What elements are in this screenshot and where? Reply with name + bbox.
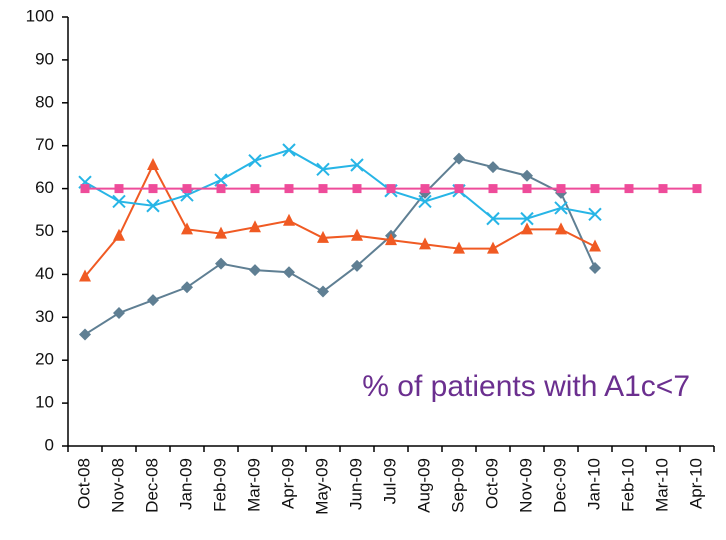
x-tick-label: Apr-09 — [278, 458, 297, 509]
marker — [250, 184, 260, 194]
x-tick-label: Nov-08 — [108, 458, 127, 513]
marker — [554, 201, 568, 215]
marker — [282, 143, 296, 157]
x-tick-label: Jan-09 — [176, 458, 195, 510]
marker — [386, 184, 396, 194]
marker — [487, 161, 499, 174]
marker — [453, 241, 465, 254]
marker — [419, 237, 431, 250]
x-tick-label: Jan-10 — [584, 458, 603, 510]
marker — [454, 184, 464, 194]
marker — [181, 222, 193, 235]
marker — [351, 259, 363, 272]
annotation: % of patients with A1c<7 — [362, 370, 690, 403]
series-line — [84, 157, 596, 336]
marker — [589, 239, 601, 252]
marker — [589, 261, 601, 274]
y-tick-label: 30 — [35, 307, 54, 326]
series-line — [84, 148, 596, 220]
marker — [318, 184, 328, 194]
x-tick-label: Dec-09 — [550, 458, 569, 513]
marker — [453, 152, 465, 165]
marker — [79, 328, 91, 341]
x-tick-label: Jul-09 — [380, 458, 399, 504]
marker — [148, 184, 158, 194]
x-tick-label: Sep-09 — [448, 458, 467, 513]
marker — [351, 228, 363, 241]
marker — [114, 184, 124, 194]
x-tick-label: Feb-09 — [210, 458, 229, 512]
x-tick-label: Jun-09 — [346, 458, 365, 510]
marker — [624, 184, 634, 194]
x-tick-label: Apr-10 — [686, 458, 705, 509]
y-tick-label: 50 — [35, 221, 54, 240]
marker — [350, 158, 364, 172]
marker — [520, 211, 534, 226]
marker — [588, 207, 602, 222]
marker — [487, 241, 499, 254]
marker — [181, 281, 193, 294]
marker — [248, 154, 262, 168]
marker — [418, 194, 432, 209]
marker — [214, 173, 228, 187]
marker — [385, 233, 397, 246]
marker — [113, 228, 125, 241]
marker — [522, 184, 532, 194]
x-tick-label: Oct-09 — [482, 458, 501, 509]
marker — [521, 222, 533, 235]
x-tick-label: Dec-08 — [142, 458, 161, 513]
y-tick-label: 40 — [35, 264, 54, 283]
marker — [658, 184, 668, 194]
marker — [486, 211, 500, 226]
marker — [79, 269, 91, 282]
marker — [521, 169, 533, 182]
marker — [215, 226, 227, 239]
marker — [249, 220, 261, 233]
marker — [284, 184, 294, 194]
marker — [316, 162, 330, 177]
x-tick-label: Oct-08 — [74, 458, 93, 509]
marker — [80, 184, 90, 194]
marker — [352, 184, 362, 194]
marker — [249, 264, 261, 277]
y-tick-label: 80 — [35, 92, 54, 111]
marker — [215, 257, 227, 270]
marker — [147, 294, 159, 307]
x-tick-label: Mar-09 — [244, 458, 263, 512]
x-tick-label: May-09 — [312, 458, 331, 515]
marker — [113, 307, 125, 320]
marker — [216, 184, 226, 194]
marker — [420, 184, 430, 194]
marker — [692, 184, 702, 194]
marker — [147, 158, 159, 171]
x-tick-label: Aug-09 — [414, 458, 433, 513]
x-tick-label: Mar-10 — [652, 458, 671, 512]
marker — [317, 230, 329, 243]
marker — [488, 184, 498, 194]
marker — [556, 184, 566, 194]
series-line — [84, 162, 596, 278]
y-tick-label: 10 — [35, 393, 54, 412]
x-tick-label: Nov-09 — [516, 458, 535, 513]
y-tick-label: 90 — [35, 49, 54, 68]
marker — [590, 184, 600, 194]
marker — [283, 213, 295, 226]
marker — [112, 194, 126, 209]
x-tick-label: Feb-10 — [618, 458, 637, 512]
marker — [146, 199, 160, 213]
y-tick-label: 70 — [35, 135, 54, 154]
y-tick-label: 60 — [35, 178, 54, 197]
marker — [182, 184, 192, 194]
marker — [555, 222, 567, 235]
marker — [283, 266, 295, 279]
y-tick-label: 100 — [26, 6, 54, 25]
marker — [317, 285, 329, 298]
y-tick-label: 20 — [35, 350, 54, 369]
y-tick-label: 0 — [45, 435, 54, 454]
